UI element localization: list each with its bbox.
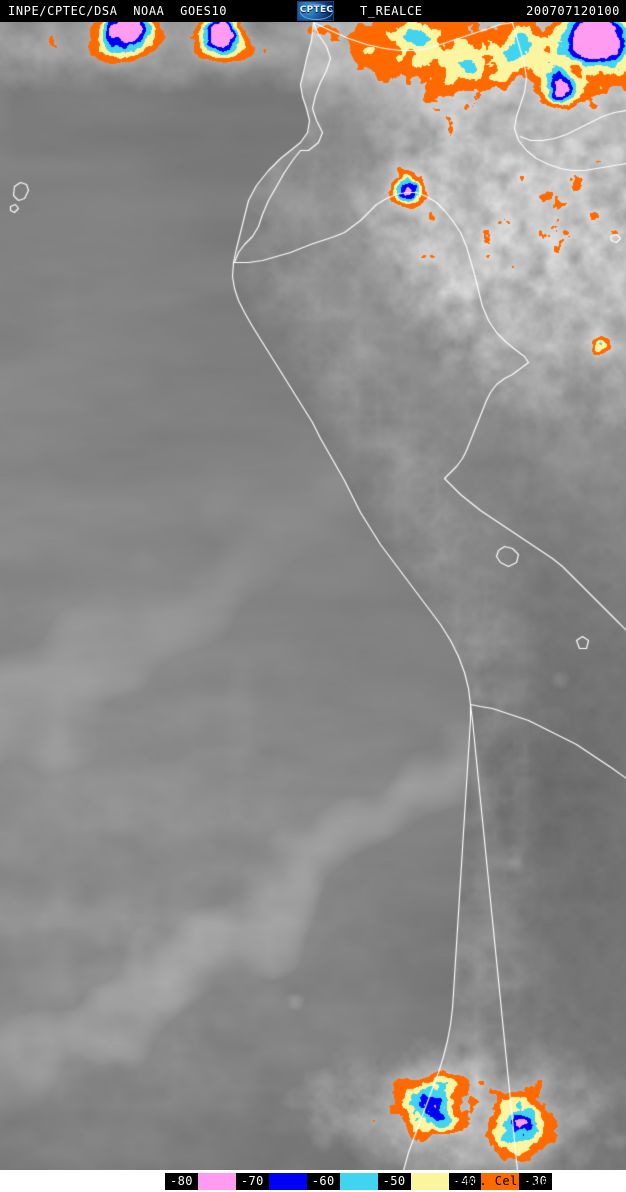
color-scale-legend: -80 -70 -60 -50 -40 -30 Temp. Celsius [0,1170,626,1192]
colorbar-tick-minus70: -70 [235,1173,269,1190]
colorbar-swatch-pink [197,1173,236,1190]
cptec-logo-icon: CPTEC [297,1,334,21]
colorbar-swatch-cyan [339,1173,378,1190]
colorbar-unit-label: Temp. Celsius [449,1174,549,1188]
colorbar: -80 -70 -60 -50 -40 -30 [165,1173,553,1190]
colorbar-swatch-yellow [410,1173,449,1190]
colorbar-tick-minus60: -60 [306,1173,340,1190]
cptec-logo-text: CPTEC [299,5,334,15]
header-product-label: T_REALCE [360,4,423,18]
colorbar-tick-minus30: -30 [519,1173,553,1190]
colorbar-tick-minus50: -50 [377,1173,411,1190]
header-bar: INPE/CPTEC/DSA NOAA GOES10 CPTEC T_REALC… [0,0,626,22]
logo-ring [300,4,333,20]
colorbar-tick-minus40: -40 [448,1173,482,1190]
colorbar-swatch-orange [481,1173,520,1190]
colorbar-swatch-blue [268,1173,307,1190]
header-timestamp: 200707120100 [526,4,620,18]
header-source-label: INPE/CPTEC/DSA NOAA GOES10 [8,4,228,18]
colorbar-tick-minus80: -80 [165,1173,198,1190]
